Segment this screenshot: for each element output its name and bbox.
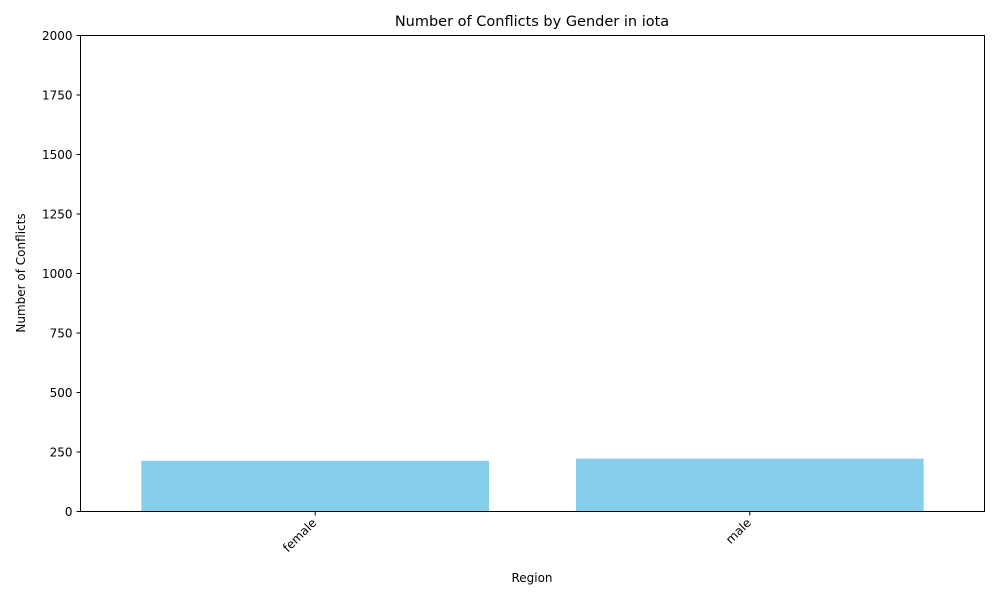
x-axis-label: Region [511, 571, 552, 585]
y-tick-label: 2000 [42, 29, 73, 43]
x-tick-label: male [723, 516, 754, 547]
y-tick-label: 1000 [42, 267, 73, 281]
y-tick-label: 0 [65, 505, 73, 519]
y-tick-label: 750 [50, 327, 73, 341]
bar-female [141, 460, 490, 512]
y-tick-label: 1250 [42, 208, 73, 222]
x-axis: female male [280, 511, 754, 555]
plot-frame [80, 35, 985, 512]
chart-title: Number of Conflicts by Gender in iota [395, 14, 669, 30]
y-tick-label: 500 [50, 386, 73, 400]
bars-group [141, 458, 924, 512]
x-tick-label: female [280, 516, 319, 555]
y-tick-label: 1750 [42, 89, 73, 103]
y-tick-label: 1500 [42, 148, 73, 162]
y-axis-label: Number of Conflicts [14, 213, 28, 332]
bar-male [575, 458, 924, 512]
y-axis: 0 250 500 750 1000 1250 1500 1750 2000 [42, 29, 81, 519]
y-tick-label: 250 [50, 446, 73, 460]
